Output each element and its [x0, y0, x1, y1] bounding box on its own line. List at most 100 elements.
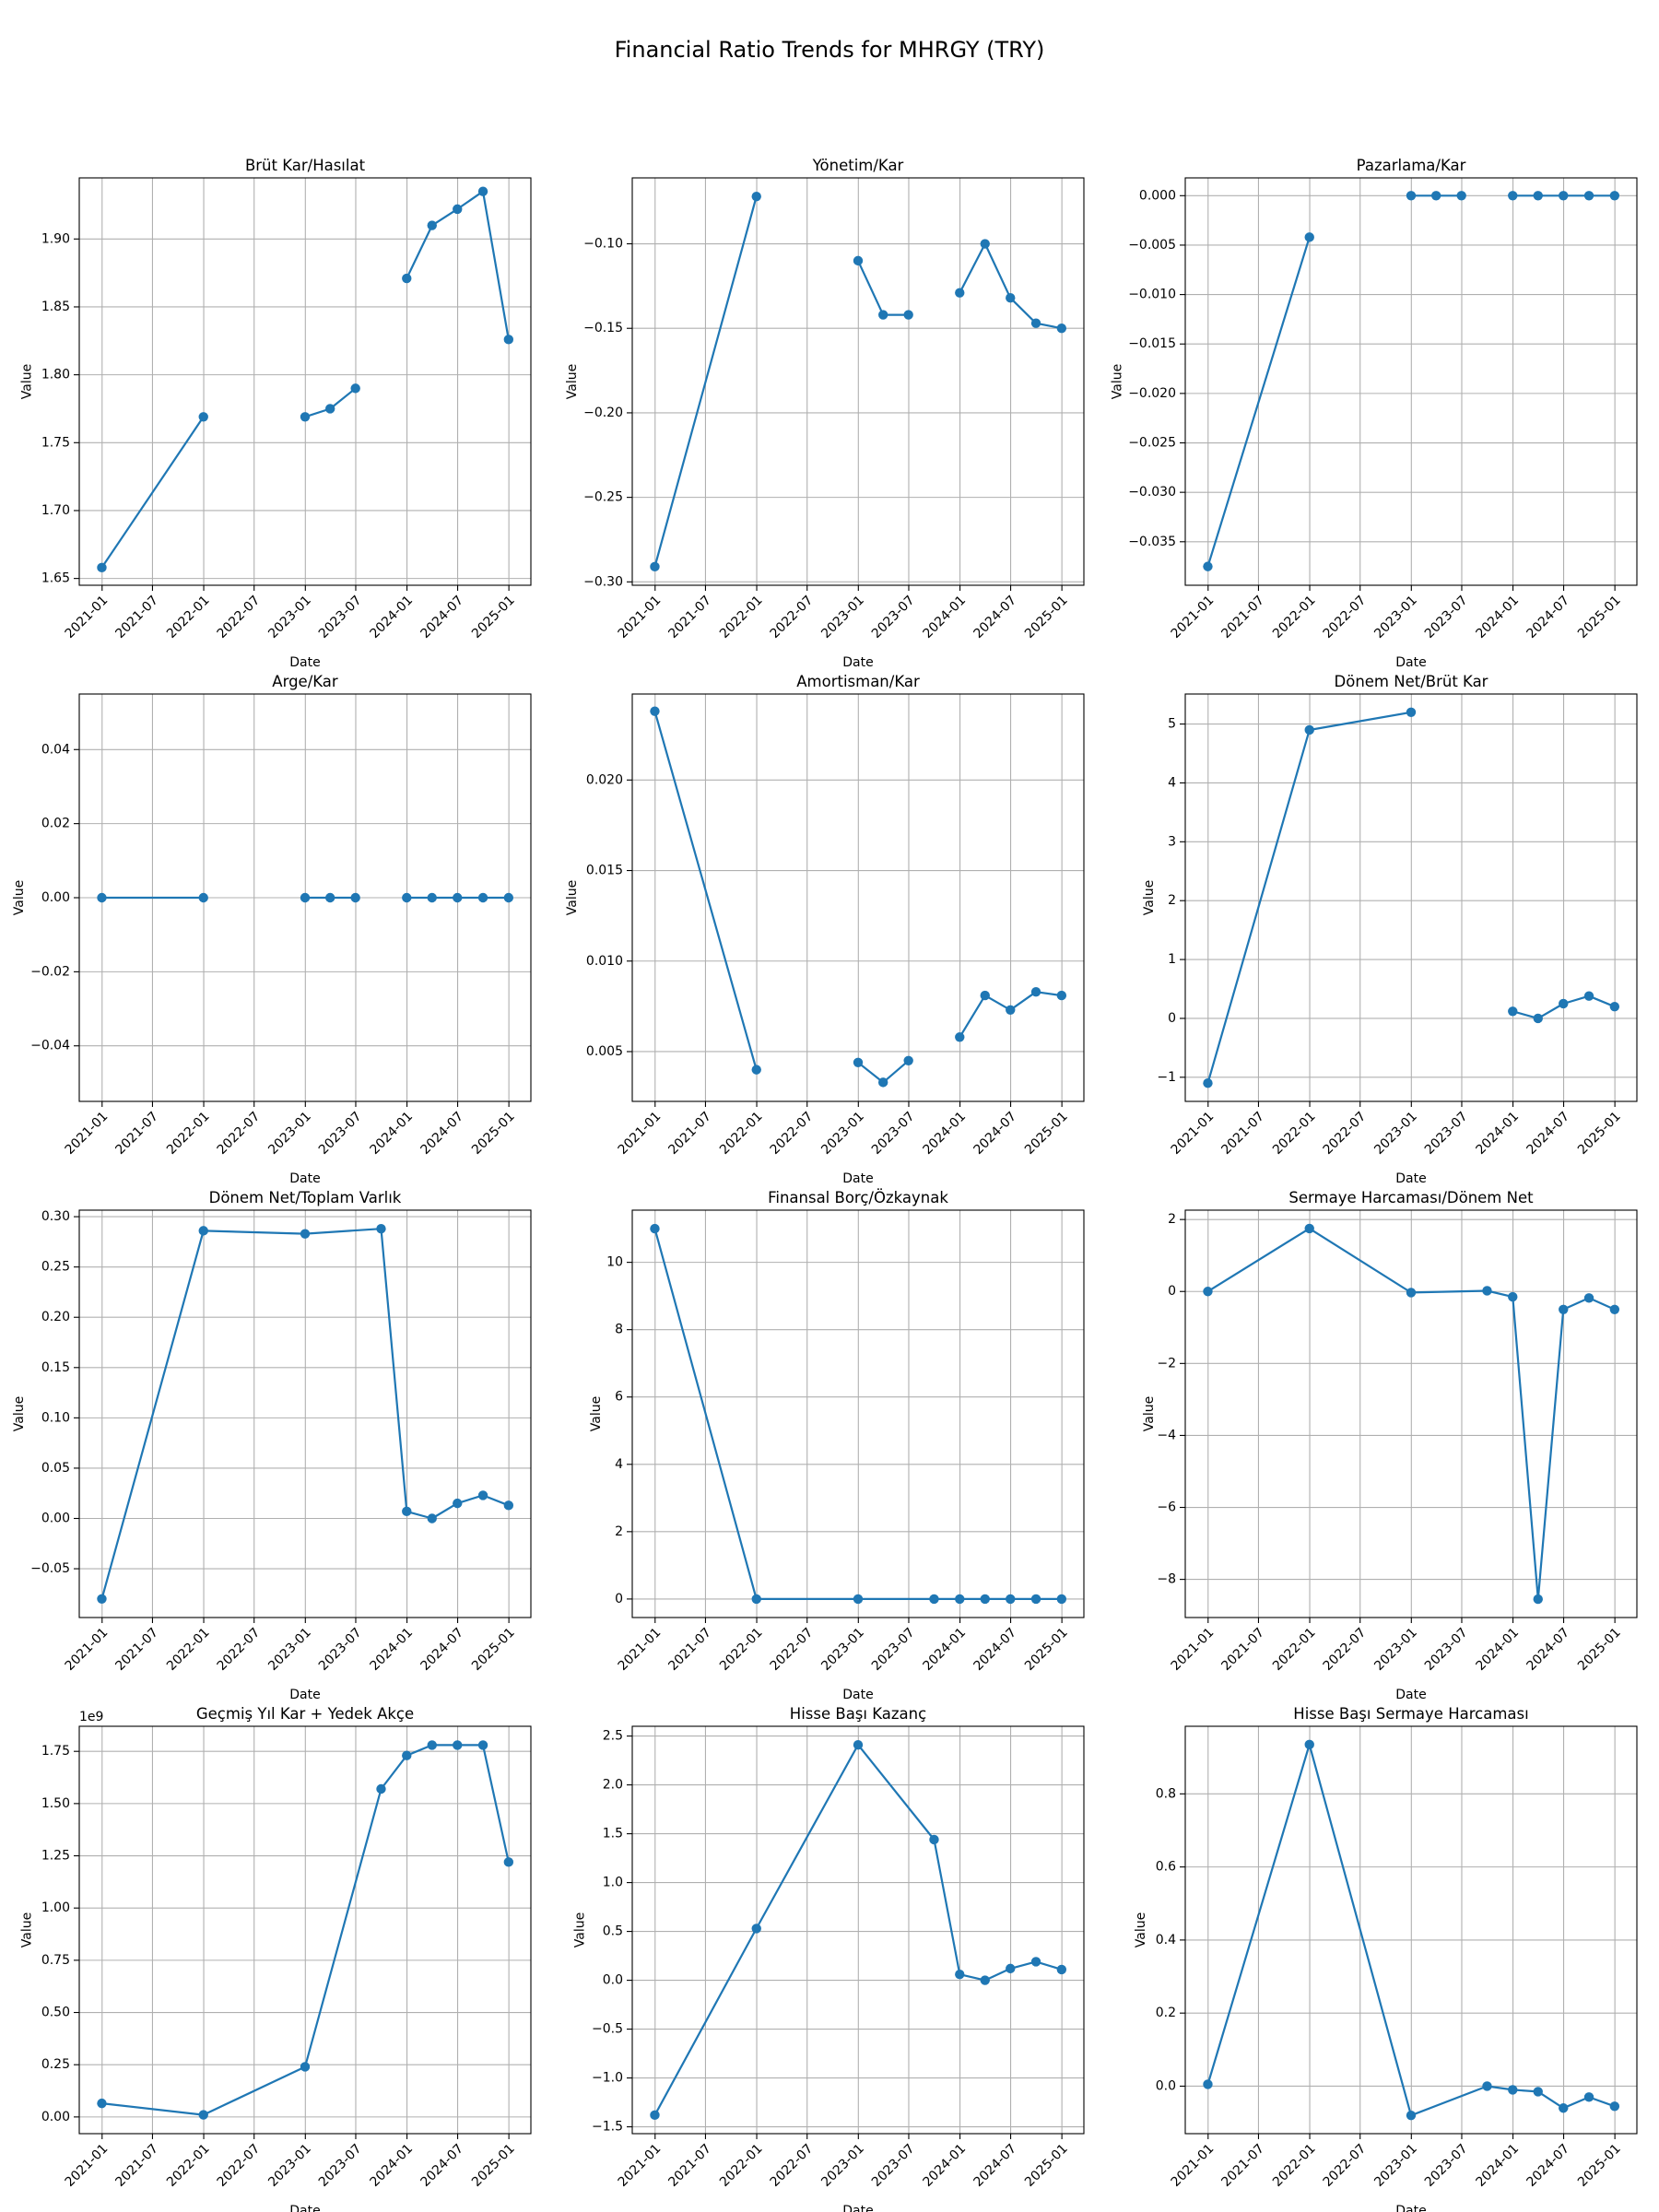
y-tick-label: −0.005 — [1128, 238, 1176, 253]
x-tick-label: 2024-01 — [367, 2141, 416, 2190]
y-tick-label: −0.015 — [1128, 336, 1176, 351]
x-axis-label: Date — [1395, 1171, 1426, 1186]
y-axis-label: Value — [573, 1912, 588, 1947]
data-point — [1030, 986, 1041, 997]
series-line — [653, 195, 758, 568]
data-point — [453, 1740, 463, 1750]
data-point — [503, 1500, 514, 1511]
subplot-12: 2021-01 2021-07 2022-01 2022-07 2023-01 2023-… — [1134, 1705, 1638, 2212]
x-tick-label: 2022-07 — [768, 2141, 817, 2190]
y-tick-label: −0.25 — [583, 490, 623, 505]
x-tick-label: 2021-07 — [665, 1109, 714, 1158]
x-tick-label: 2022-07 — [1321, 1109, 1370, 1158]
y-tick-label: 0.10 — [41, 1410, 70, 1425]
x-tick-label: 2023-07 — [869, 593, 918, 641]
data-point — [751, 1065, 761, 1075]
subplot-title: Hisse Başı Kazanç — [790, 1705, 926, 1723]
x-tick-label: 2023-07 — [869, 1109, 918, 1158]
x-tick-label: 2023-07 — [1422, 1625, 1471, 1674]
subplot-title: Dönem Net/Toplam Varlık — [209, 1189, 402, 1206]
data-point — [751, 1924, 761, 1934]
data-point — [1304, 1739, 1314, 1750]
data-point — [1559, 998, 1569, 1009]
axes-frame — [631, 1209, 1085, 1618]
data-point — [1456, 191, 1466, 201]
subplot-8: 2021-01 2021-07 2022-01 2022-07 2023-01 2023-… — [589, 1189, 1085, 1702]
data-point — [1056, 324, 1067, 334]
y-tick-label: −0.30 — [583, 574, 623, 589]
x-tick-label: 2023-07 — [869, 1625, 918, 1674]
x-tick-label: 2024-07 — [1524, 1625, 1572, 1674]
data-point — [877, 1077, 888, 1088]
subplot-6: 2021-01 2021-07 2022-01 2022-07 2023-01 2023-… — [1142, 673, 1638, 1186]
data-point — [477, 186, 488, 196]
y-tick-label: 1.85 — [41, 300, 70, 314]
x-tick-label: 2025-01 — [469, 593, 518, 641]
y-tick-label: 0.015 — [586, 864, 623, 878]
subplot-1: 2021-01 2021-07 2022-01 2022-07 2023-01 2023-… — [20, 157, 532, 670]
x-tick-label: 2022-01 — [164, 593, 213, 641]
y-tick-label: 0.6 — [1156, 1860, 1176, 1875]
y-axis-label: Value — [565, 364, 580, 399]
data-point — [1508, 1291, 1518, 1302]
x-tick-label: 2025-01 — [1575, 1625, 1624, 1674]
data-point — [1056, 990, 1067, 1001]
data-point — [427, 892, 437, 903]
data-point — [1533, 191, 1543, 201]
x-tick-label: 2021-07 — [112, 2141, 161, 2190]
data-point — [350, 892, 360, 903]
y-tick-label: 2 — [1168, 893, 1176, 908]
data-point — [477, 1490, 488, 1500]
y-tick-label: 0.5 — [603, 1924, 623, 1939]
x-axis-label: Date — [289, 655, 320, 670]
subplot-9: 2021-01 2021-07 2022-01 2022-07 2023-01 2023-… — [1142, 1189, 1638, 1702]
data-point — [1508, 191, 1518, 201]
data-point — [1056, 1594, 1067, 1605]
y-tick-label: 1 — [1168, 952, 1176, 967]
x-axis-label: Date — [1395, 1688, 1426, 1702]
data-point — [1482, 2081, 1492, 2091]
x-tick-label: 2022-07 — [215, 2141, 264, 2190]
x-tick-label: 2023-07 — [316, 593, 365, 641]
data-point — [1006, 293, 1016, 303]
y-tick-label: −0.035 — [1128, 535, 1176, 549]
x-tick-label: 2023-01 — [265, 2141, 314, 2190]
data-point — [402, 1506, 412, 1517]
data-point — [1030, 1594, 1041, 1605]
y-axis-label: Value — [12, 1396, 27, 1431]
subplot-5: 2021-01 2021-07 2022-01 2022-07 2023-01 2023-… — [565, 673, 1085, 1186]
axes-frame — [631, 1725, 1085, 2135]
y-axis-label: Value — [1142, 1396, 1157, 1431]
data-point — [751, 1594, 761, 1605]
data-point — [955, 1032, 965, 1042]
x-tick-label: 2021-01 — [616, 1109, 665, 1158]
data-point — [97, 1594, 107, 1605]
y-tick-label: −0.15 — [583, 321, 623, 335]
data-point — [650, 2110, 660, 2121]
data-point — [1406, 707, 1417, 718]
x-tick-label: 2025-01 — [1575, 1109, 1624, 1158]
y-tick-label: 1.80 — [41, 368, 70, 382]
x-tick-label: 2021-07 — [665, 2141, 714, 2190]
y-tick-label: −1.0 — [592, 2071, 623, 2086]
x-tick-label: 2024-07 — [971, 1625, 1019, 1674]
x-tick-label: 2021-01 — [63, 1625, 112, 1674]
data-point — [980, 990, 990, 1001]
x-tick-label: 2024-01 — [367, 1109, 416, 1158]
x-tick-label: 2023-07 — [1422, 2141, 1471, 2190]
x-tick-label: 2023-01 — [818, 1625, 867, 1674]
x-tick-label: 2022-07 — [215, 1625, 264, 1674]
x-tick-label: 2024-07 — [971, 2141, 1019, 2190]
x-tick-label: 2023-01 — [818, 1109, 867, 1158]
data-point — [1559, 191, 1569, 201]
data-point — [877, 310, 888, 320]
series-line — [1206, 237, 1311, 567]
data-point — [1583, 1293, 1594, 1303]
y-tick-label: −0.10 — [583, 237, 623, 252]
subplot-3: 2021-01 2021-07 2022-01 2022-07 2023-01 2023-… — [1110, 157, 1638, 670]
y-tick-label: −0.010 — [1128, 288, 1176, 302]
subplot-title: Pazarlama/Kar — [1357, 157, 1466, 174]
x-tick-label: 2023-01 — [1371, 2141, 1420, 2190]
y-tick-label: −1.5 — [592, 2120, 623, 2135]
